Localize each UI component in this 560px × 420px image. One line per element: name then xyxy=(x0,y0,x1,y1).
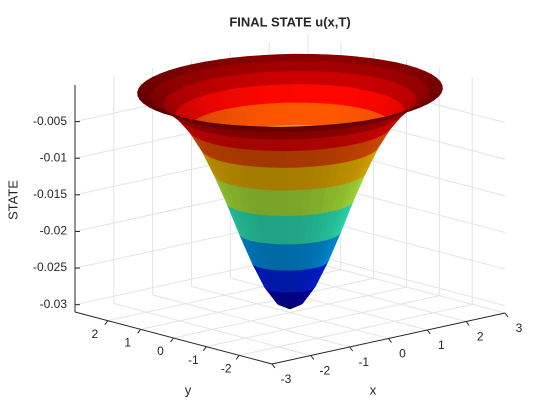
surface-face xyxy=(286,138,299,152)
x-tick xyxy=(271,363,276,369)
surface-face xyxy=(278,53,296,62)
z-tick-label: -0.005 xyxy=(33,114,67,128)
y-axis-label: y xyxy=(185,382,192,397)
surface-face xyxy=(281,84,294,103)
x-tick-label: 0 xyxy=(399,347,406,361)
surface-face xyxy=(262,54,281,63)
surface-face xyxy=(279,60,295,72)
surface-face xyxy=(287,189,296,216)
surface-face xyxy=(293,71,308,85)
surface-face xyxy=(297,137,311,151)
z-tick-label: -0.015 xyxy=(33,187,67,201)
x-tick xyxy=(388,338,392,343)
surface-face xyxy=(287,215,296,245)
surface-face xyxy=(264,60,282,73)
surface-face xyxy=(288,243,295,271)
surface-face xyxy=(285,126,301,133)
surface-face xyxy=(272,131,287,140)
grid-line xyxy=(239,303,473,356)
surface-face xyxy=(285,131,300,140)
x-tick xyxy=(504,312,509,318)
surface-face xyxy=(294,53,312,62)
y-tick xyxy=(235,355,240,360)
y-tick xyxy=(137,329,142,334)
z-tick-label: -0.02 xyxy=(40,224,68,238)
x-tick-label: -2 xyxy=(319,364,330,378)
surface-face xyxy=(275,150,288,168)
surface-face xyxy=(270,127,287,133)
x-axis-label: x xyxy=(370,382,377,397)
surface-face xyxy=(293,60,310,72)
y-tick xyxy=(104,320,109,325)
surface-face xyxy=(269,126,287,128)
x-tick-label: -3 xyxy=(281,372,292,386)
z-axis-label: STATE xyxy=(5,180,20,220)
surface-face xyxy=(282,101,294,126)
y-tick-label: 1 xyxy=(124,336,131,350)
surface-face xyxy=(296,149,309,168)
grid-line xyxy=(307,253,506,307)
y-tick-label: 0 xyxy=(157,344,164,358)
surface-face xyxy=(284,126,303,128)
x-tick xyxy=(426,329,431,335)
y-tick-label: -2 xyxy=(221,362,232,376)
surface-face xyxy=(292,84,306,103)
surface-face xyxy=(288,269,294,293)
chart-title: FINAL STATE u(x,T) xyxy=(229,14,350,29)
y-tick xyxy=(170,337,174,343)
z-tick-label: -0.025 xyxy=(33,260,67,274)
grid-line xyxy=(206,295,440,348)
surface-face xyxy=(280,70,295,86)
surface-face xyxy=(286,150,298,168)
x-tick-label: 2 xyxy=(477,330,484,344)
y-tick-label: -1 xyxy=(188,353,199,367)
x-tick xyxy=(310,355,315,360)
grid-line xyxy=(140,277,374,330)
surface-face xyxy=(279,189,289,216)
surface-face xyxy=(286,166,297,191)
z-tick-label: -0.01 xyxy=(40,150,68,164)
x-tick-label: -1 xyxy=(358,355,369,369)
y-tick xyxy=(202,346,207,351)
x-tick xyxy=(349,346,354,352)
surface-face xyxy=(298,130,313,140)
x-tick-label: 3 xyxy=(516,321,523,335)
surface-face xyxy=(274,138,288,152)
z-tick-label: -0.03 xyxy=(40,297,68,311)
x-tick-label: 1 xyxy=(438,338,445,352)
x-tick xyxy=(465,321,470,326)
surface-face xyxy=(277,167,288,191)
grid-line xyxy=(173,286,407,339)
y-tick-label: 2 xyxy=(91,327,98,341)
